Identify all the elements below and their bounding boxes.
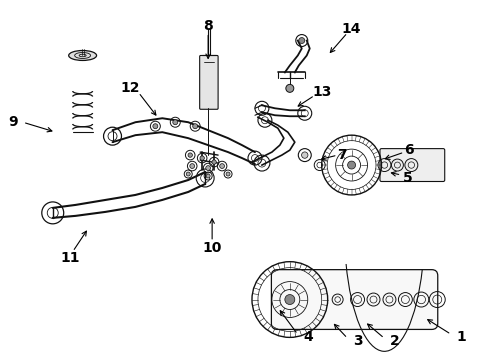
- Circle shape: [200, 156, 204, 160]
- Circle shape: [301, 152, 308, 158]
- FancyBboxPatch shape: [380, 149, 445, 181]
- Circle shape: [206, 166, 211, 170]
- Text: 7: 7: [337, 148, 346, 162]
- Circle shape: [285, 294, 295, 305]
- Text: 8: 8: [203, 19, 213, 33]
- Circle shape: [212, 160, 216, 164]
- Ellipse shape: [69, 50, 97, 60]
- Circle shape: [153, 124, 158, 129]
- Text: 3: 3: [353, 334, 363, 348]
- Circle shape: [286, 84, 294, 92]
- Circle shape: [173, 120, 178, 125]
- Circle shape: [347, 161, 356, 169]
- Text: 12: 12: [121, 81, 140, 95]
- Circle shape: [186, 172, 190, 176]
- Text: 6: 6: [405, 143, 414, 157]
- Circle shape: [193, 124, 197, 129]
- Circle shape: [190, 164, 195, 168]
- Text: 13: 13: [312, 85, 331, 99]
- Text: 5: 5: [402, 171, 412, 185]
- Text: 2: 2: [390, 334, 399, 348]
- Circle shape: [299, 37, 305, 44]
- Circle shape: [206, 174, 210, 178]
- Text: 1: 1: [456, 330, 466, 345]
- Text: 4: 4: [303, 330, 313, 345]
- Text: 14: 14: [342, 22, 361, 36]
- Text: 11: 11: [61, 251, 80, 265]
- Circle shape: [226, 172, 230, 176]
- Circle shape: [220, 164, 224, 168]
- Text: 9: 9: [8, 115, 18, 129]
- Circle shape: [188, 153, 193, 157]
- FancyBboxPatch shape: [200, 55, 218, 109]
- Text: 10: 10: [202, 241, 222, 255]
- FancyBboxPatch shape: [271, 270, 438, 329]
